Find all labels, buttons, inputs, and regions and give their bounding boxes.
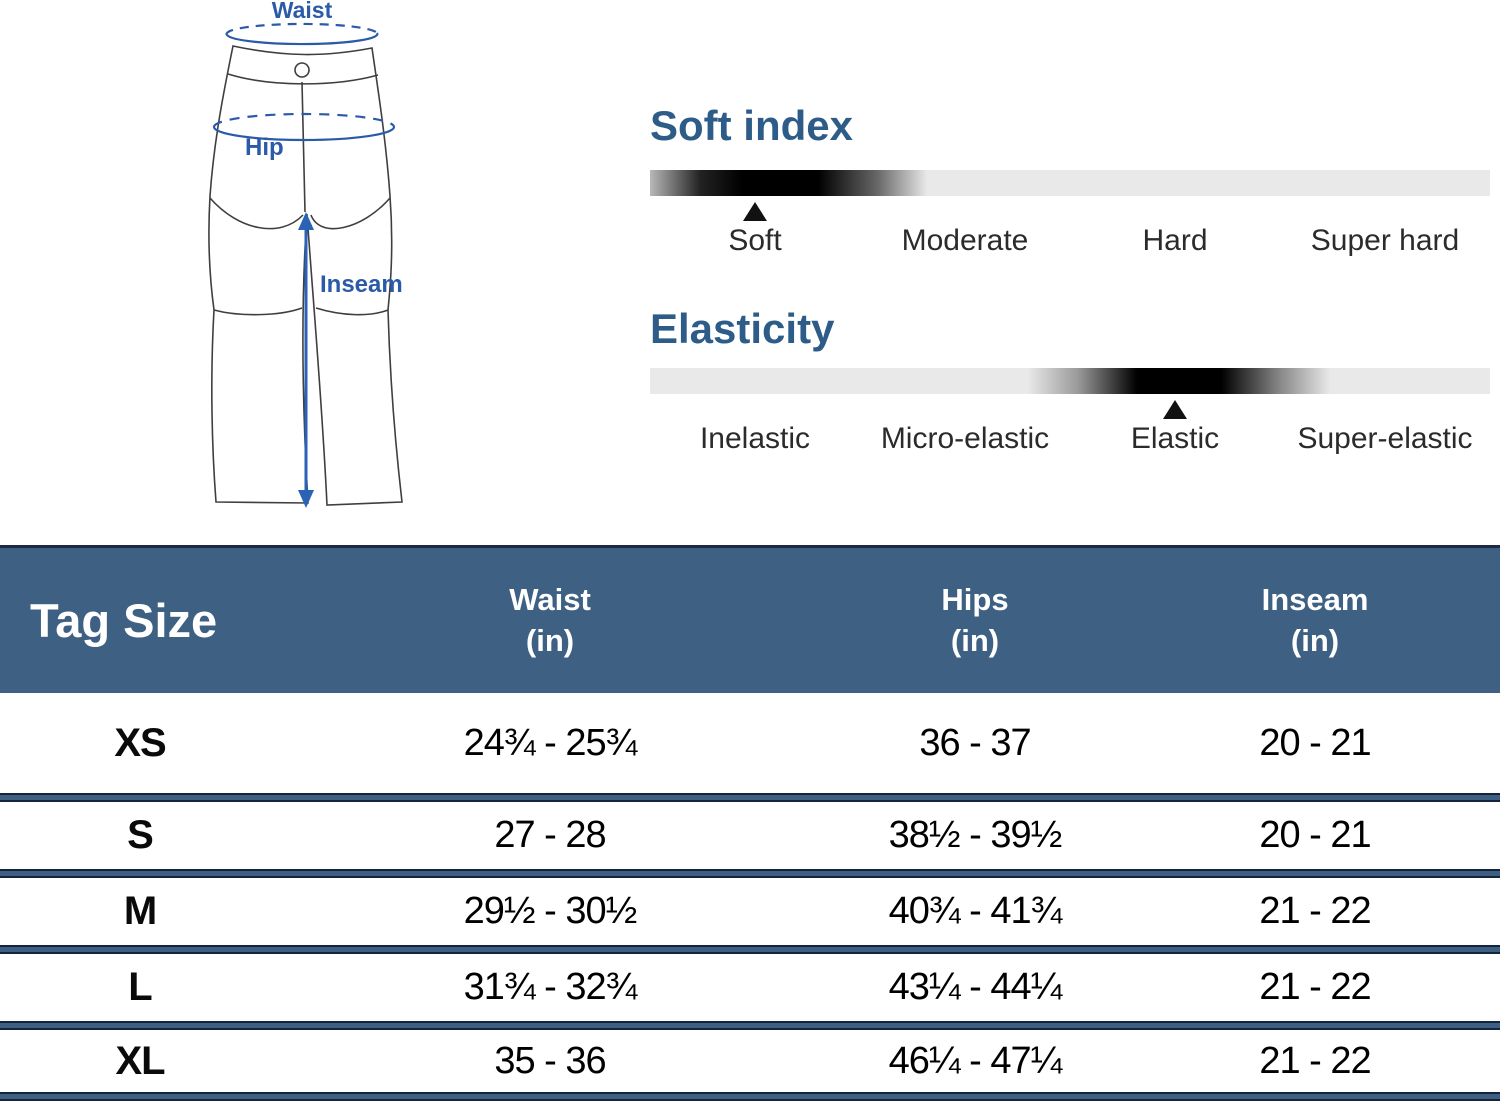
soft-scale-label-super-hard: Super hard [1310, 224, 1460, 257]
knee-seam-right [315, 307, 389, 316]
waist-measure-ellipse [225, 22, 379, 46]
yoke-right [310, 197, 391, 230]
header-inseam-unit: (in) [1290, 622, 1340, 658]
soft-scale-label-moderate: Moderate [901, 224, 1029, 257]
elasticity-label-super-elastic: Super-elastic [1297, 422, 1473, 455]
elasticity-label-micro-elastic: Micro-elastic [880, 422, 1050, 455]
inseam-arrow [298, 212, 314, 508]
waist-cell: 35 - 36 [494, 1039, 606, 1082]
hip-label: Hip [245, 134, 284, 161]
table-row-xl: XL 35 - 36 46¼ - 47¼ 21 - 22 [0, 1030, 1500, 1092]
table-row-l: L 31¾ - 32¾ 43¼ - 44¼ 21 - 22 [0, 954, 1500, 1021]
knee-seam-left [213, 307, 303, 316]
soft-scale-label-soft: Soft [728, 224, 782, 257]
header-hips: Hips (in) [820, 580, 1130, 661]
waist-label: Waist [272, 0, 333, 23]
elasticity-scale-bar [650, 368, 1490, 394]
pants-outline [208, 45, 403, 506]
hips-cell: 46¼ - 47¼ [888, 1039, 1063, 1082]
button [294, 62, 310, 78]
inseam-label: Inseam [320, 271, 403, 298]
waist-cell: 29½ - 30½ [463, 890, 638, 932]
inseam-cell: 21 - 22 [1259, 966, 1371, 1008]
row-separator [0, 945, 1500, 954]
header-tag-size: Tag Size [30, 594, 218, 647]
header-hips-unit: (in) [950, 622, 1000, 658]
yoke-left [209, 197, 304, 230]
elasticity-title: Elasticity [650, 305, 835, 352]
table-row-xs: XS 24¾ - 25¾ 36 - 37 20 - 21 [0, 693, 1500, 793]
waist-cell: 27 - 28 [494, 814, 606, 856]
hips-cell: 40¾ - 41¾ [888, 890, 1063, 932]
size-table: Tag Size Waist (in) Hips (in) Inseam (in… [0, 545, 1500, 1101]
hips-cell: 36 - 37 [919, 721, 1031, 764]
hip-measure-ellipse [212, 112, 396, 142]
soft-index-marker-triangle [743, 202, 767, 221]
table-row-s: S 27 - 28 38½ - 39½ 20 - 21 [0, 802, 1500, 869]
size-cell: S [127, 813, 154, 857]
attribute-scales: Soft index Soft Moderate Hard Super hard… [650, 100, 1490, 480]
elasticity-label-inelastic: Inelastic [699, 422, 811, 455]
size-cell: M [123, 889, 157, 933]
table-row-m: M 29½ - 30½ 40¾ - 41¾ 21 - 22 [0, 878, 1500, 945]
inseam-cell: 21 - 22 [1259, 890, 1371, 932]
hips-cell: 38½ - 39½ [888, 814, 1063, 856]
size-cell: L [128, 965, 152, 1009]
header-waist: Waist (in) [280, 580, 820, 661]
size-cell: XL [115, 1038, 165, 1083]
soft-index-title: Soft index [650, 102, 854, 149]
waist-cell: 31¾ - 32¾ [463, 966, 638, 1008]
soft-scale-label-hard: Hard [1142, 224, 1208, 257]
inseam-cell: 21 - 22 [1259, 1039, 1371, 1082]
row-separator [0, 1092, 1500, 1101]
header-waist-unit: (in) [525, 622, 575, 658]
inseam-cell: 20 - 21 [1259, 721, 1371, 764]
header-inseam: Inseam (in) [1130, 580, 1500, 661]
waistband-line [227, 73, 379, 85]
elasticity-label-elastic: Elastic [1130, 422, 1220, 455]
soft-index-scale-bar [650, 170, 1490, 196]
elasticity-marker-triangle [1163, 400, 1187, 419]
row-separator [0, 869, 1500, 878]
hips-cell: 43¼ - 44¼ [888, 966, 1063, 1008]
size-cell: XS [114, 720, 166, 765]
fly-line [301, 81, 306, 213]
pants-measurement-diagram: Waist Hip Inseam [208, 0, 403, 508]
size-table-header: Tag Size Waist (in) Hips (in) Inseam (in… [0, 545, 1500, 693]
row-separator [0, 1021, 1500, 1030]
inseam-cell: 20 - 21 [1259, 814, 1371, 856]
row-separator [0, 793, 1500, 802]
waist-cell: 24¾ - 25¾ [463, 721, 638, 764]
